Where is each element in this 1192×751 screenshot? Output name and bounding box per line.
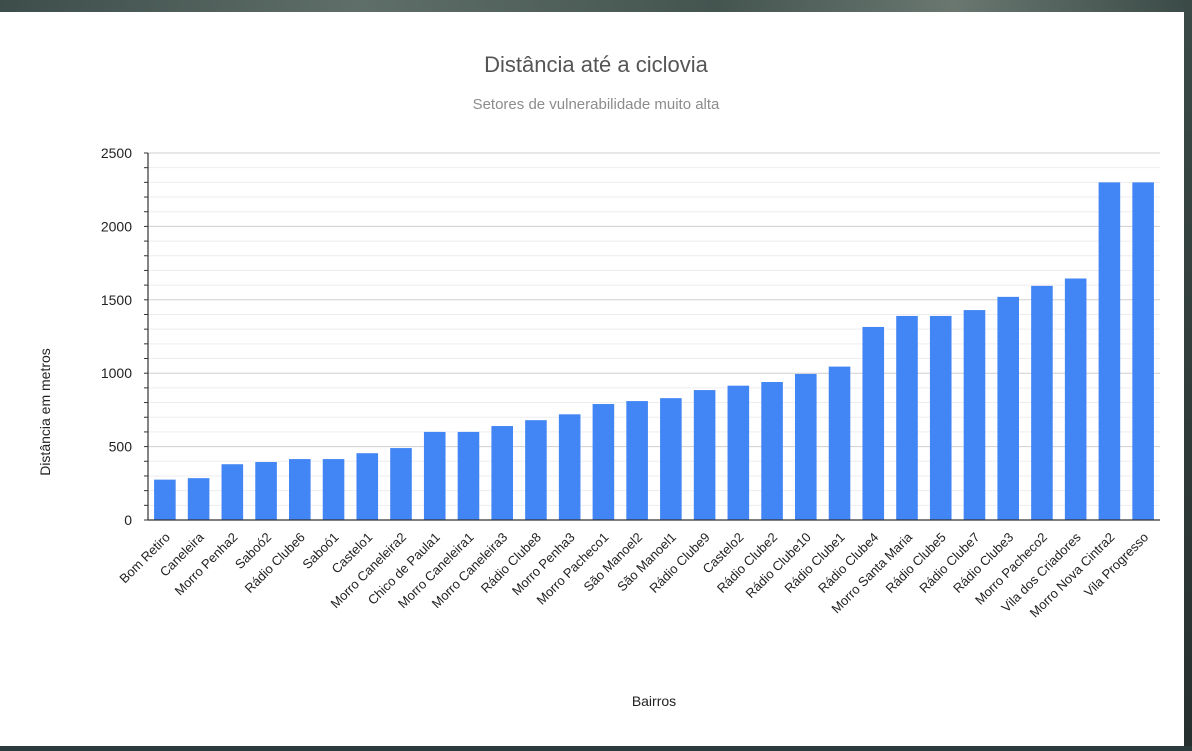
bar	[626, 401, 648, 520]
bar	[154, 479, 176, 520]
bar	[491, 426, 513, 520]
bar	[1031, 285, 1053, 520]
bar	[356, 453, 379, 520]
bar	[997, 296, 1019, 520]
bar	[255, 462, 277, 520]
bar	[558, 414, 581, 520]
chart-subtitle: Setores de vulnerabilidade muito alta	[473, 96, 720, 113]
y-tick-label: 1500	[101, 292, 132, 308]
bar-chart: Distância até a ciclovia Setores de vuln…	[37, 52, 1160, 709]
bar	[187, 478, 210, 520]
bar	[963, 310, 986, 520]
bar	[390, 448, 412, 520]
bar	[727, 385, 750, 520]
bar	[289, 459, 311, 520]
background-window-strip	[0, 0, 1192, 14]
y-axis: 0 500 1000 1500 2000 2500	[101, 145, 149, 528]
bar	[862, 326, 885, 520]
y-tick-label: 500	[109, 439, 133, 455]
bar	[221, 464, 244, 520]
y-tick-label: 2500	[101, 145, 132, 161]
bar	[761, 382, 783, 520]
y-tick-label: 0	[124, 512, 132, 528]
bar	[660, 398, 682, 520]
chart-title: Distância até a ciclovia	[484, 52, 709, 77]
bar	[1064, 278, 1087, 520]
bar	[795, 373, 817, 520]
bar	[592, 404, 615, 520]
bars	[154, 182, 1154, 521]
x-axis-label: Bairros	[632, 693, 676, 709]
y-tick-label: 1000	[101, 365, 132, 381]
bar	[457, 431, 480, 520]
window-edge	[1184, 0, 1192, 746]
bar	[929, 315, 952, 520]
bar	[322, 459, 345, 520]
bar	[693, 390, 716, 520]
chart-card: Distância até a ciclovia Setores de vuln…	[0, 12, 1184, 746]
gridlines	[148, 152, 1160, 521]
bar	[1132, 182, 1154, 521]
bar	[423, 431, 446, 520]
y-axis-label: Distância em metros	[37, 348, 53, 476]
bar	[896, 315, 918, 520]
bar	[1098, 182, 1121, 521]
bar	[525, 420, 547, 520]
bar	[828, 366, 851, 520]
y-tick-label: 2000	[101, 218, 132, 234]
